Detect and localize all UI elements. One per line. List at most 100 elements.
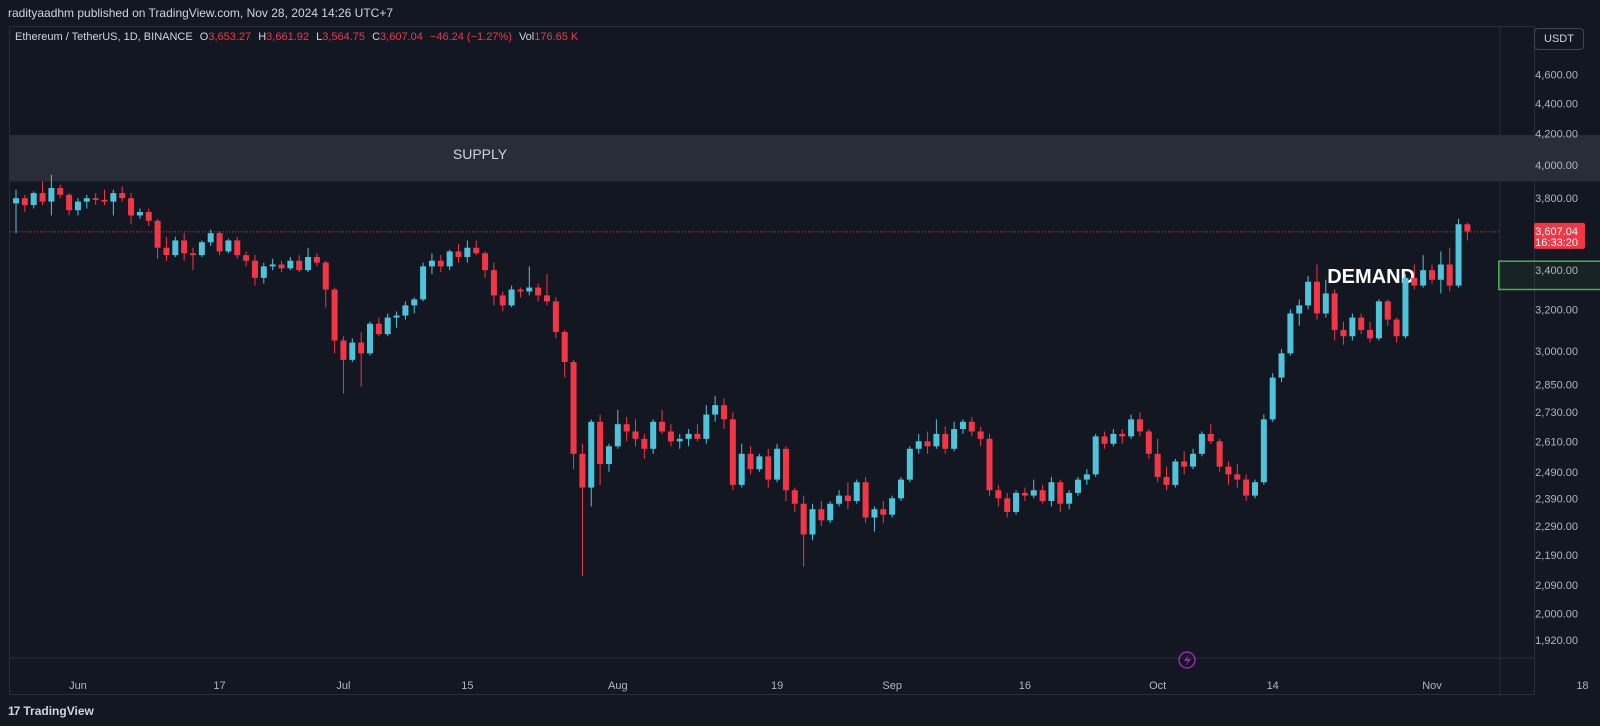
candle-body[interactable] (1181, 461, 1188, 467)
candle-body[interactable] (340, 340, 347, 360)
candle-body[interactable] (1420, 270, 1427, 286)
candle-body[interactable] (977, 431, 984, 439)
candle-body[interactable] (809, 509, 816, 535)
candle-body[interactable] (1163, 476, 1170, 485)
candle-body[interactable] (251, 260, 258, 278)
candle-body[interactable] (862, 482, 869, 518)
candle-body[interactable] (349, 342, 356, 360)
chart-frame[interactable] (9, 26, 1535, 695)
candle-body[interactable] (490, 270, 497, 296)
candle-body[interactable] (163, 247, 170, 256)
candle-body[interactable] (455, 251, 462, 257)
candle-body[interactable] (774, 448, 781, 480)
candle-body[interactable] (367, 323, 373, 354)
demand-zone[interactable] (1498, 260, 1600, 291)
candle-body[interactable] (544, 295, 550, 302)
candle-body[interactable] (1119, 433, 1126, 437)
candle-body[interactable] (30, 193, 37, 206)
candle-body[interactable] (375, 323, 382, 335)
candle-body[interactable] (313, 256, 320, 263)
candle-body[interactable] (260, 266, 267, 278)
candle-body[interactable] (694, 433, 701, 439)
candle-body[interactable] (393, 315, 400, 318)
candle-body[interactable] (1234, 474, 1241, 480)
candle-body[interactable] (402, 305, 409, 316)
candle-body[interactable] (853, 482, 860, 502)
candle-body[interactable] (1340, 329, 1347, 337)
candle-body[interactable] (1048, 482, 1055, 502)
candle-body[interactable] (287, 260, 294, 269)
candle-body[interactable] (1075, 479, 1081, 493)
candle-body[interactable] (791, 490, 798, 504)
candle-body[interactable] (331, 289, 338, 341)
candle-body[interactable] (1464, 224, 1471, 232)
candle-body[interactable] (1013, 492, 1020, 512)
candle-body[interactable] (1225, 466, 1232, 475)
candle-body[interactable] (1154, 453, 1161, 477)
candle-body[interactable] (597, 421, 604, 465)
candle-body[interactable] (765, 456, 772, 480)
candle-body[interactable] (21, 198, 28, 206)
candle-body[interactable] (322, 262, 329, 290)
candle-body[interactable] (1004, 498, 1011, 512)
candle-body[interactable] (499, 295, 506, 306)
candle-body[interactable] (756, 456, 763, 470)
currency-unit-button[interactable]: USDT (1534, 28, 1584, 50)
supply-zone[interactable] (9, 135, 1600, 182)
candle-body[interactable] (1296, 305, 1303, 314)
candle-body[interactable] (207, 233, 214, 243)
candle-body[interactable] (1287, 313, 1294, 354)
candle-body[interactable] (1269, 377, 1276, 420)
candle-body[interactable] (1358, 317, 1365, 330)
candle-body[interactable] (676, 438, 683, 442)
candle-body[interactable] (446, 251, 453, 267)
candle-body[interactable] (66, 194, 73, 211)
candle-body[interactable] (296, 260, 303, 271)
candle-body[interactable] (136, 211, 143, 216)
candle-body[interactable] (959, 421, 966, 430)
candle-body[interactable] (1066, 492, 1073, 504)
candle-body[interactable] (1393, 319, 1400, 337)
candle-body[interactable] (871, 509, 878, 518)
candle-body[interactable] (1252, 482, 1258, 496)
candle-body[interactable] (995, 490, 1002, 499)
candle-body[interactable] (1313, 281, 1320, 314)
candle-body[interactable] (1278, 353, 1285, 378)
candle-body[interactable] (1092, 436, 1099, 475)
candle-body[interactable] (181, 240, 188, 254)
candle-body[interactable] (933, 433, 940, 447)
candle-body[interactable] (800, 503, 807, 535)
candle-body[interactable] (1349, 317, 1356, 337)
candle-body[interactable] (437, 260, 444, 267)
candle-body[interactable] (968, 421, 975, 432)
candle-body[interactable] (1455, 224, 1462, 286)
candle-body[interactable] (782, 448, 789, 491)
candle-body[interactable] (721, 405, 727, 420)
candle-body[interactable] (48, 188, 55, 202)
candle-body[interactable] (738, 453, 745, 485)
candle-body[interactable] (190, 253, 196, 256)
tradingview-logo[interactable]: 17 TradingView (8, 704, 94, 718)
candle-body[interactable] (482, 253, 489, 271)
candle-body[interactable] (605, 446, 612, 465)
candle-body[interactable] (906, 448, 913, 480)
symbol-title[interactable]: Ethereum / TetherUS, 1D, BINANCE (15, 31, 193, 43)
candle-body[interactable] (1207, 433, 1214, 442)
candle-body[interactable] (1021, 492, 1028, 496)
candle-body[interactable] (827, 503, 834, 521)
candle-body[interactable] (128, 198, 135, 216)
candle-body[interactable] (1057, 482, 1064, 504)
candle-body[interactable] (729, 419, 736, 485)
candle-body[interactable] (1243, 479, 1250, 496)
candle-body[interactable] (1136, 419, 1143, 432)
candle-body[interactable] (428, 260, 435, 267)
candle-body[interactable] (1110, 433, 1117, 444)
candle-body[interactable] (473, 247, 480, 254)
candle-body[interactable] (1446, 264, 1453, 286)
candle-body[interactable] (1030, 490, 1037, 496)
candle-body[interactable] (1128, 419, 1135, 437)
candle-body[interactable] (924, 441, 931, 447)
candle-body[interactable] (1384, 301, 1391, 320)
candle-body[interactable] (464, 247, 471, 257)
